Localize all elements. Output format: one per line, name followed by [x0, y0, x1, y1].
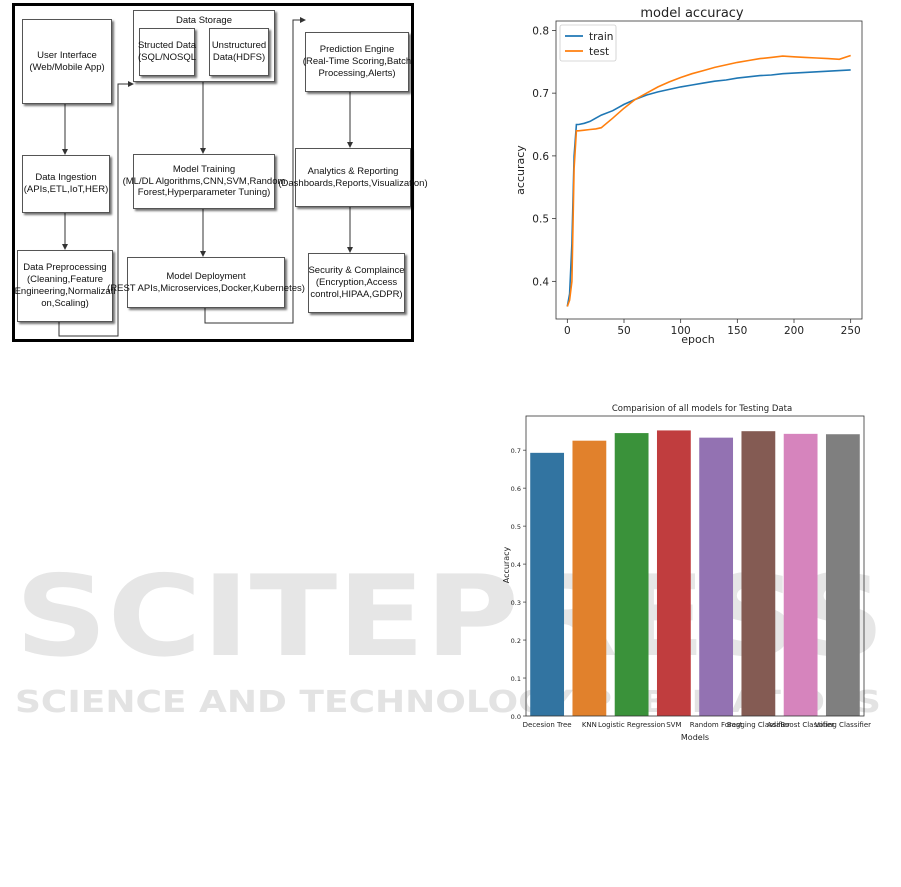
legend-box	[559, 24, 617, 62]
y-axis-label: accuracy	[514, 145, 527, 195]
node-line: on,Scaling)	[41, 297, 89, 309]
node-line: Structed Data	[137, 40, 197, 52]
analytics-reporting-node: Analytics & Reporting (Dashboards,Report…	[278, 148, 428, 207]
model-deployment-node: Model Deployment (REST APIs,Microservice…	[107, 257, 305, 308]
x-tick-label: 150	[727, 325, 747, 337]
node-line: Engineering,Normalizati	[14, 286, 116, 297]
data-storage-title: Data Storage	[176, 15, 232, 26]
x-tick-label: SVM	[666, 721, 681, 729]
bar	[614, 433, 649, 716]
bar	[825, 434, 860, 716]
tick-labels: 0 50 100 150 200 250 0.4 0.5 0.6 0.7 0.8	[532, 25, 860, 337]
y-tick-label: 0.2	[511, 637, 521, 645]
bar	[699, 437, 734, 716]
node-line: (Encryption,Access	[315, 277, 398, 289]
x-tick-label: 50	[617, 325, 630, 337]
node-line: (Web/Mobile App)	[29, 61, 105, 73]
node-line: Data(HDFS)	[212, 52, 266, 63]
x-tick-label: Decesion Tree	[523, 721, 572, 729]
y-tick-label: 0.6	[532, 151, 549, 163]
chart-title: Comparision of all models for Testing Da…	[612, 404, 792, 414]
x-tick-label: KNN	[582, 721, 597, 729]
node-line: Analytics & Reporting	[307, 165, 399, 177]
series-line-train	[566, 69, 851, 307]
x-tick-label: 100	[671, 325, 691, 337]
node-line: User Interface	[37, 49, 97, 61]
legend-label: test	[589, 46, 609, 58]
model-training-node: Model Training (ML/DL Algorithms,CNN,SVM…	[123, 154, 285, 209]
node-line: Forest,Hyperparameter Tuning)	[137, 187, 271, 199]
x-tick-label: Bagging Classifier	[727, 721, 790, 729]
unstructured-data-node: Unstructured Data(HDFS)	[209, 28, 269, 76]
x-tick-label: Voting Classifier	[815, 721, 871, 729]
node-line: Unstructured	[211, 40, 267, 52]
node-line: Model Training	[172, 163, 236, 175]
node-line: (Dashboards,Reports,Visualization)	[278, 177, 428, 189]
node-line: (Cleaning,Feature	[26, 274, 104, 286]
bar	[783, 433, 818, 716]
prediction-engine-node: Prediction Engine (Real-Time Scoring,Bat…	[302, 32, 412, 92]
x-axis-label: Models	[681, 733, 709, 742]
chart-title: model accuracy	[640, 6, 744, 21]
x-axis-label: epoch	[681, 333, 715, 346]
y-tick-label: 0.7	[511, 447, 521, 455]
data-preprocessing-node: Data Preprocessing (Cleaning,Feature Eng…	[14, 250, 116, 322]
plot-frame	[555, 20, 863, 320]
node-line: (ML/DL Algorithms,CNN,SVM,Random	[122, 175, 286, 187]
y-tick-label: 0.4	[532, 276, 549, 288]
y-tick-label: 0.8	[532, 25, 549, 37]
structured-data-node: Structed Data (SQL/NOSQL	[137, 28, 197, 76]
node-line: Security & Complaince	[308, 265, 405, 277]
node-line: control,HIPAA,GDPR)	[310, 288, 403, 300]
plot-frame	[525, 415, 865, 717]
node-line: (APIs,ETL,IoT,HER)	[23, 184, 109, 195]
x-tick-label: 200	[784, 325, 804, 337]
models-comparison-chart: Comparision of all models for Testing Da…	[502, 404, 871, 742]
node-line: Data Preprocessing	[23, 262, 107, 274]
y-tick-label: 0.7	[532, 88, 549, 100]
node-line: Processing,Alerts)	[318, 67, 396, 79]
y-tick-label: 0.4	[511, 561, 521, 569]
y-tick-label: 0.0	[511, 713, 521, 721]
node-line: (SQL/NOSQL	[137, 52, 197, 63]
node-line: (Real-Time Scoring,Batch	[302, 56, 412, 68]
user-interface-node: User Interface (Web/Mobile App)	[22, 19, 112, 104]
x-tick-label: 0	[564, 325, 571, 337]
y-axis-label: Accuracy	[502, 546, 511, 583]
model-accuracy-chart: model accuracy epoch accuracy 0 50 100 150 2…	[514, 6, 863, 346]
bar	[741, 431, 776, 716]
legend-label: train	[589, 31, 613, 43]
bar	[572, 440, 607, 716]
y-tick-label: 0.3	[511, 599, 521, 607]
bars	[530, 430, 860, 716]
node-line: Model Deployment	[166, 270, 246, 282]
architecture-diagram: Data Storage Structed Data (SQL/NOSQL Un…	[12, 3, 428, 342]
node-line: (REST APIs,Microservices,Docker,Kubernet…	[107, 282, 305, 294]
connector	[204, 17, 306, 324]
node-line: Data Ingestion	[35, 172, 97, 184]
x-tick-label: 250	[841, 325, 861, 337]
y-tick-label: 0.6	[511, 485, 521, 493]
series-line-test	[566, 54, 851, 307]
bar	[530, 452, 565, 716]
x-tick-label: Logistic Regression	[598, 721, 665, 729]
node-line: Prediction Engine	[319, 44, 395, 56]
y-tick-label: 0.1	[511, 675, 521, 683]
diagram-connectors	[58, 17, 353, 337]
x-tick-label: AdaBoost Classifier	[767, 721, 834, 729]
series-lines	[566, 54, 851, 307]
y-tick-label: 0.5	[532, 214, 549, 226]
data-ingestion-node: Data Ingestion (APIs,ETL,IoT,HER)	[22, 155, 110, 213]
connector	[58, 81, 134, 337]
y-tick-label: 0.5	[511, 523, 521, 531]
legend: train test	[559, 24, 617, 62]
tick-labels: 0.0 0.1 0.2 0.3 0.4 0.5 0.6 0.7 Decesion Tree KNN…	[511, 447, 871, 729]
x-tick-label: Random Forest	[690, 721, 743, 729]
bar	[656, 430, 691, 716]
security-compliance-node: Security & Complaince (Encryption,Access…	[308, 253, 405, 313]
